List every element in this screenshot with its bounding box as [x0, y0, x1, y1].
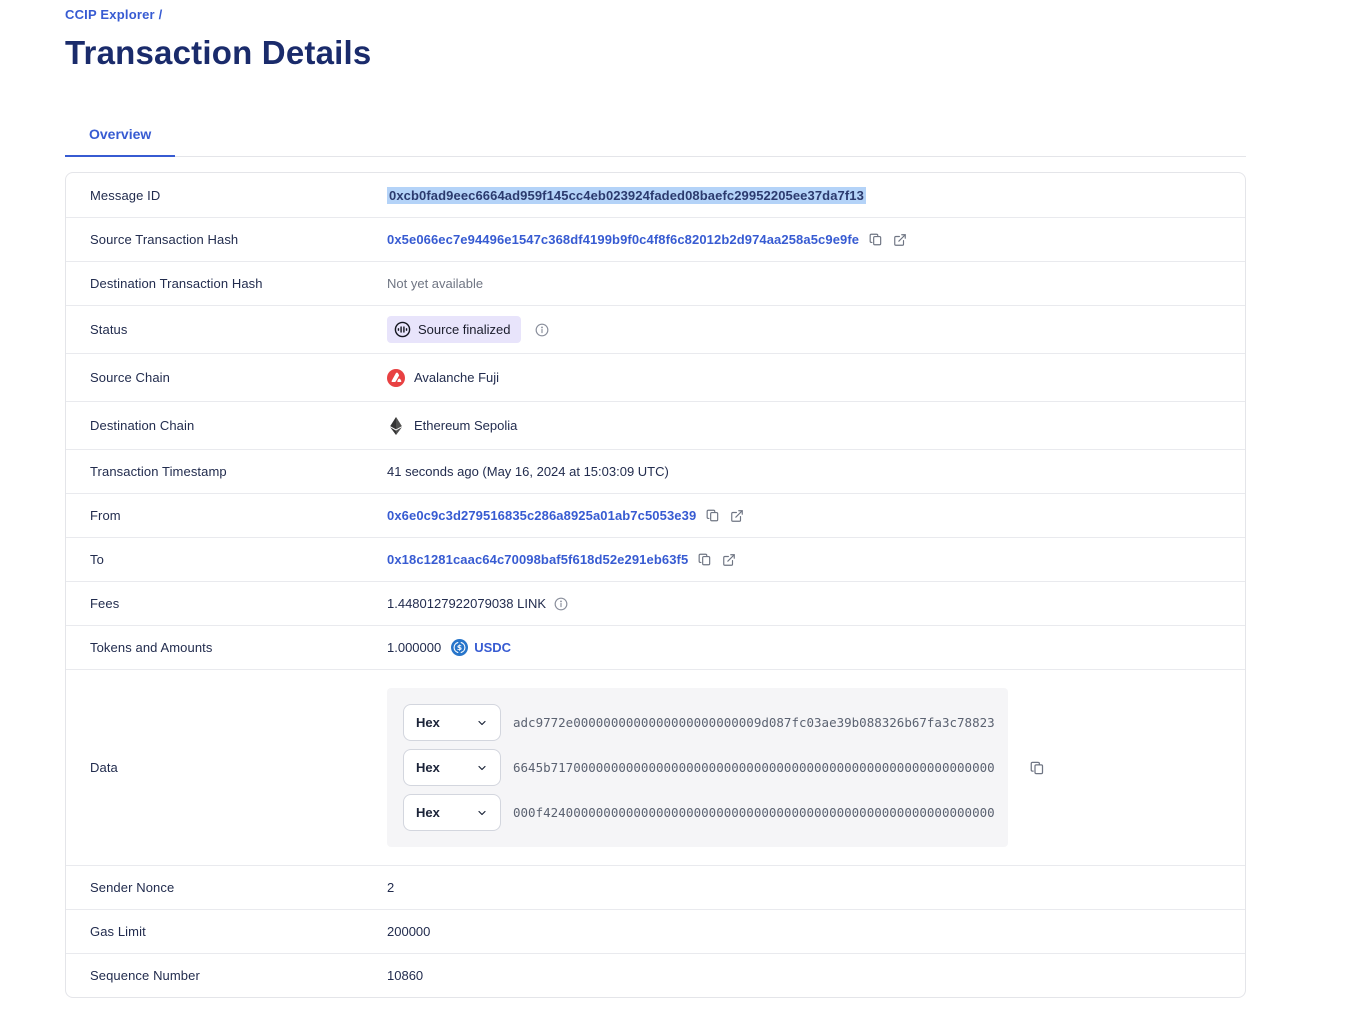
table-row-fees: Fees 1.4480127922079038 LINK: [66, 581, 1245, 625]
timestamp-label: Transaction Timestamp: [90, 464, 227, 479]
page-title: Transaction Details: [65, 34, 372, 71]
external-link-icon[interactable]: [893, 233, 907, 247]
timestamp-value: 41 seconds ago (May 16, 2024 at 15:03:09…: [387, 464, 669, 479]
table-row-timestamp: Transaction Timestamp 41 seconds ago (Ma…: [66, 449, 1245, 493]
data-format-select[interactable]: Hex: [403, 704, 501, 741]
sequence-number-value: 10860: [387, 968, 424, 983]
transaction-details-page: CCIP Explorer / Transaction Details Over…: [65, 0, 1246, 998]
source-tx-hash-link[interactable]: 0x5e066ec7e94496e1547c368df4199b9f0c4f8f…: [387, 232, 860, 247]
token-amount-group: 1.000000 $ USDC: [387, 639, 511, 656]
details-table: Message ID 0xcb0fad9eec6664ad959f145cc4e…: [65, 172, 1246, 998]
gas-limit-value: 200000: [387, 924, 431, 939]
table-row-source-chain: Source Chain Avalanche Fuji: [66, 353, 1245, 401]
table-row-message-id: Message ID 0xcb0fad9eec6664ad959f145cc4e…: [66, 173, 1245, 217]
breadcrumb: CCIP Explorer /: [65, 7, 1246, 22]
dest-chain-label: Destination Chain: [90, 418, 195, 433]
table-row-dest-chain: Destination Chain Ethereum Sepolia: [66, 401, 1245, 449]
table-row-sequence-number: Sequence Number 10860: [66, 953, 1245, 997]
status-label: Status: [90, 322, 128, 337]
data-hex-value: 6645b71700000000000000000000000000000000…: [513, 760, 995, 775]
ethereum-icon: [387, 416, 405, 435]
table-row-status: Status Source finalized: [66, 305, 1245, 353]
data-format-select-value: Hex: [416, 760, 440, 775]
data-line: Hex 6645b7170000000000000000000000000000…: [403, 749, 995, 786]
chevron-down-icon: [476, 717, 488, 729]
table-row-data: Data Hex adc9772e00000000000000000000000…: [66, 669, 1245, 865]
data-format-select-value: Hex: [416, 805, 440, 820]
status-badge-label: Source finalized: [418, 322, 511, 337]
table-row-source-tx-hash: Source Transaction Hash 0x5e066ec7e94496…: [66, 217, 1245, 261]
data-label: Data: [90, 760, 118, 775]
data-format-select[interactable]: Hex: [403, 749, 501, 786]
copy-icon[interactable]: [698, 552, 712, 567]
table-row-dest-tx-hash: Destination Transaction Hash Not yet ava…: [66, 261, 1245, 305]
tokens-label: Tokens and Amounts: [90, 640, 213, 655]
external-link-icon[interactable]: [730, 509, 744, 523]
copy-icon[interactable]: [869, 232, 883, 247]
fees-value: 1.4480127922079038 LINK: [387, 596, 547, 611]
avalanche-icon: [387, 368, 405, 387]
source-tx-hash-label: Source Transaction Hash: [90, 232, 239, 247]
sequence-number-label: Sequence Number: [90, 968, 200, 983]
from-address-link[interactable]: 0x6e0c9c3d279516835c286a8925a01ab7c5053e…: [387, 508, 697, 523]
breadcrumb-link-ccip-explorer[interactable]: CCIP Explorer: [65, 7, 155, 22]
table-row-sender-nonce: Sender Nonce 2: [66, 865, 1245, 909]
copy-icon[interactable]: [706, 508, 720, 523]
info-icon[interactable]: [535, 323, 549, 337]
data-line: Hex 000f42400000000000000000000000000000…: [403, 794, 995, 831]
info-icon[interactable]: [554, 597, 568, 611]
chevron-down-icon: [476, 807, 488, 819]
copy-icon[interactable]: [1030, 760, 1045, 776]
table-row-tokens: Tokens and Amounts 1.000000 $ USDC: [66, 625, 1245, 669]
message-id-value[interactable]: 0xcb0fad9eec6664ad959f145cc4eb023924fade…: [387, 186, 866, 204]
external-link-icon[interactable]: [722, 553, 736, 567]
status-badge: Source finalized: [387, 316, 521, 343]
svg-text:$: $: [457, 643, 462, 652]
gas-limit-label: Gas Limit: [90, 924, 146, 939]
token-link[interactable]: USDC: [474, 640, 512, 655]
source-finalized-icon: [394, 321, 411, 338]
data-hex-value: 000f424000000000000000000000000000000000…: [513, 805, 995, 820]
dest-chain-name: Ethereum Sepolia: [414, 418, 518, 433]
data-hex-box: Hex adc9772e0000000000000000000000009d08…: [387, 688, 1008, 847]
data-format-select[interactable]: Hex: [403, 794, 501, 831]
from-label: From: [90, 508, 121, 523]
fees-label: Fees: [90, 596, 120, 611]
tab-overview[interactable]: Overview: [65, 116, 176, 157]
data-hex-value: adc9772e0000000000000000000000009d087fc0…: [513, 715, 995, 730]
dest-chain: Ethereum Sepolia: [387, 416, 518, 435]
sender-nonce-label: Sender Nonce: [90, 880, 175, 895]
table-row-to: To 0x18c1281caac64c70098baf5f618d52e291e…: [66, 537, 1245, 581]
tab-bar: Overview: [65, 116, 1246, 157]
chevron-down-icon: [476, 762, 488, 774]
table-row-gas-limit: Gas Limit 200000: [66, 909, 1245, 953]
sender-nonce-value: 2: [387, 880, 395, 895]
source-chain-name: Avalanche Fuji: [414, 370, 500, 385]
to-label: To: [90, 552, 104, 567]
source-chain: Avalanche Fuji: [387, 368, 500, 387]
breadcrumb-separator: /: [158, 7, 163, 22]
message-id-label: Message ID: [90, 187, 161, 203]
data-line: Hex adc9772e0000000000000000000000009d08…: [403, 704, 995, 741]
table-row-from: From 0x6e0c9c3d279516835c286a8925a01ab7c…: [66, 493, 1245, 537]
source-chain-label: Source Chain: [90, 370, 170, 385]
tab-overview-label: Overview: [89, 126, 152, 142]
token-amount: 1.000000: [387, 640, 442, 655]
dest-tx-hash-label: Destination Transaction Hash: [90, 276, 263, 291]
dest-tx-hash-value: Not yet available: [387, 276, 484, 291]
usdc-icon: $: [451, 639, 469, 656]
to-address-link[interactable]: 0x18c1281caac64c70098baf5f618d52e291eb63…: [387, 552, 689, 567]
data-format-select-value: Hex: [416, 715, 440, 730]
